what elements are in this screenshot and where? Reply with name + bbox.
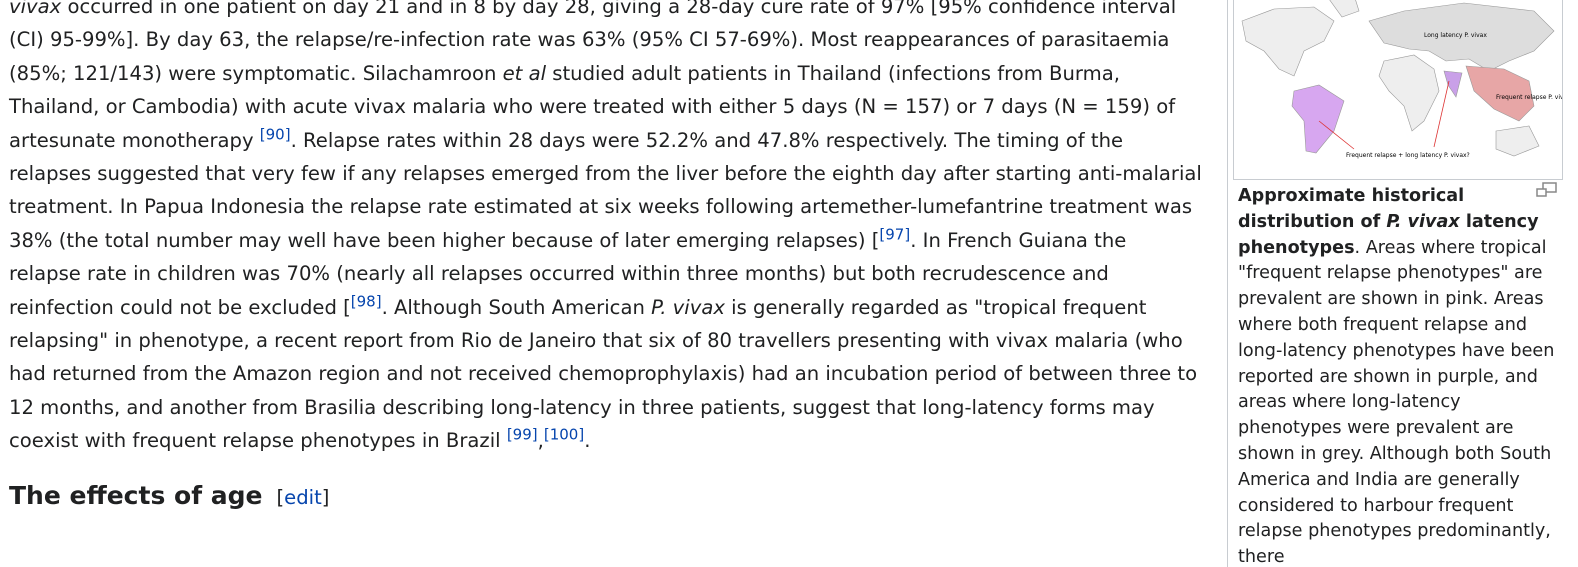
text: . Although South American <box>381 295 652 319</box>
heading-title: The effects of age <box>9 480 263 510</box>
edit-link[interactable]: edit <box>284 485 322 509</box>
text: . In French Guiana the relapse rate in c… <box>9 228 1127 319</box>
bold-italic-text: P. vivax <box>1386 211 1460 232</box>
italic-text: vivax <box>9 0 62 18</box>
pointer <box>1433 80 1450 148</box>
eurasia <box>1368 2 1555 72</box>
text: . Areas where tropical "frequent relapse… <box>1238 237 1555 567</box>
text: . <box>584 429 591 453</box>
bracket: [ <box>276 485 285 509</box>
map-thumbnail[interactable]: Long latency P. vivax Frequent relapse P… <box>1233 0 1571 180</box>
map: Long latency P. vivax Frequent relapse P… <box>1241 0 1571 159</box>
africa <box>1378 54 1440 132</box>
map-label: Frequent relapse P. vivax <box>1496 94 1562 101</box>
text: occurred in one patient on day 21 and in… <box>9 0 1177 85</box>
enlarge-icon[interactable] <box>1536 182 1558 198</box>
citation-link[interactable]: [100] <box>543 425 585 444</box>
map-label: Frequent relapse + long latency P. vivax… <box>1346 152 1470 159</box>
italic-text: P. vivax <box>651 295 725 319</box>
australia <box>1495 125 1540 157</box>
north-america <box>1241 6 1335 77</box>
edit-section: [edit] <box>277 486 330 509</box>
southeast-asia <box>1465 65 1535 122</box>
pointer <box>1318 120 1355 150</box>
text: . Relapse rates within 28 days were 52.2… <box>9 128 1202 252</box>
greenland <box>1329 0 1360 18</box>
bold-text: Approximate historical distribution of <box>1238 186 1465 232</box>
citation-link[interactable]: [98] <box>350 292 382 311</box>
article: vivax occurred in one patient on day 21 … <box>9 0 1204 516</box>
bold-text: latency phenotypes <box>1238 211 1539 258</box>
text: is generally regarded as "tropical frequ… <box>9 295 1198 453</box>
citation-link[interactable]: [99] <box>506 425 538 444</box>
text: , <box>537 429 544 453</box>
text: studied adult patients in Thailand (infe… <box>9 61 1176 152</box>
italic-text: et al <box>502 61 547 85</box>
section-heading: The effects of age [edit] <box>9 478 1204 516</box>
bracket: ] <box>321 485 330 509</box>
paragraph: vivax occurred in one patient on day 21 … <box>9 0 1204 458</box>
figure-caption: Approximate historical distribution of P… <box>1238 184 1556 567</box>
map-label: Long latency P. vivax <box>1424 32 1487 39</box>
south-america <box>1291 84 1345 154</box>
india <box>1443 70 1463 98</box>
citation-link[interactable]: [90] <box>259 125 291 144</box>
citation-link[interactable]: [97] <box>879 225 911 244</box>
figure: Long latency P. vivax Frequent relapse P… <box>1227 0 1578 567</box>
